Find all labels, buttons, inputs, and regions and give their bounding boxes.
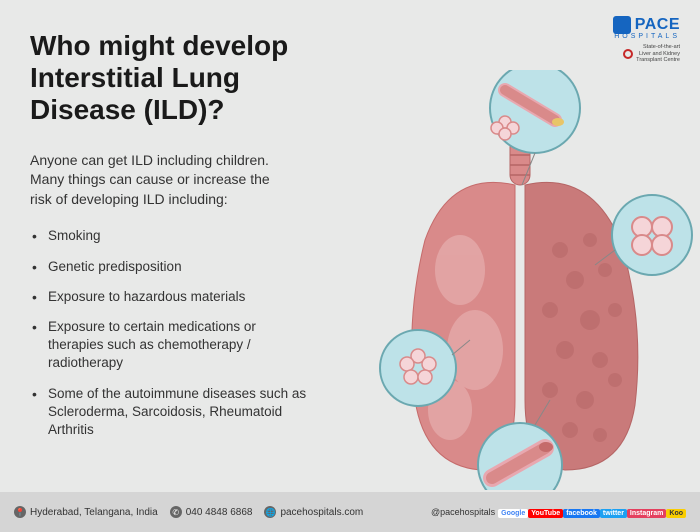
text-column: Who might develop Interstitial Lung Dise… [30, 30, 350, 492]
list-item: Genetic predisposition [30, 258, 310, 276]
illustration-column [350, 30, 670, 492]
social-chip: YouTube [528, 509, 563, 518]
content-area: Who might develop Interstitial Lung Dise… [0, 0, 700, 492]
social-chip: twitter [600, 509, 627, 518]
phone-icon: ✆ [170, 506, 182, 518]
social-handle: @pacehospitals [431, 507, 495, 517]
social-chip: Instagram [627, 509, 666, 518]
infographic-page: PACE HOSPITALS State-of-the-art Liver an… [0, 0, 700, 532]
list-item: Smoking [30, 227, 310, 245]
footer-phone: ✆ 040 4848 6868 [170, 506, 253, 518]
footer-bar: 📍 Hyderabad, Telangana, India ✆ 040 4848… [0, 492, 700, 532]
web-text: pacehospitals.com [280, 507, 363, 518]
globe-icon: 🌐 [264, 506, 276, 518]
lungs-illustration [340, 70, 700, 490]
list-item: Some of the autoimmune diseases such as … [30, 385, 310, 440]
location-pin-icon: 📍 [14, 506, 26, 518]
social-chip: Koo [666, 509, 686, 518]
phone-text: 040 4848 6868 [186, 507, 253, 518]
intro-paragraph: Anyone can get ILD including children. M… [30, 151, 290, 210]
footer-web: 🌐 pacehospitals.com [264, 506, 363, 518]
social-chip: facebook [563, 509, 600, 518]
location-text: Hyderabad, Telangana, India [30, 507, 158, 518]
page-title: Who might develop Interstitial Lung Dise… [30, 30, 350, 127]
footer-social: @pacehospitals GoogleYouTubefacebooktwit… [431, 507, 686, 518]
social-chip: Google [498, 509, 528, 518]
list-item: Exposure to hazardous materials [30, 288, 310, 306]
risk-factor-list: Smoking Genetic predisposition Exposure … [30, 227, 350, 439]
footer-location: 📍 Hyderabad, Telangana, India [14, 506, 158, 518]
list-item: Exposure to certain medications or thera… [30, 318, 310, 373]
